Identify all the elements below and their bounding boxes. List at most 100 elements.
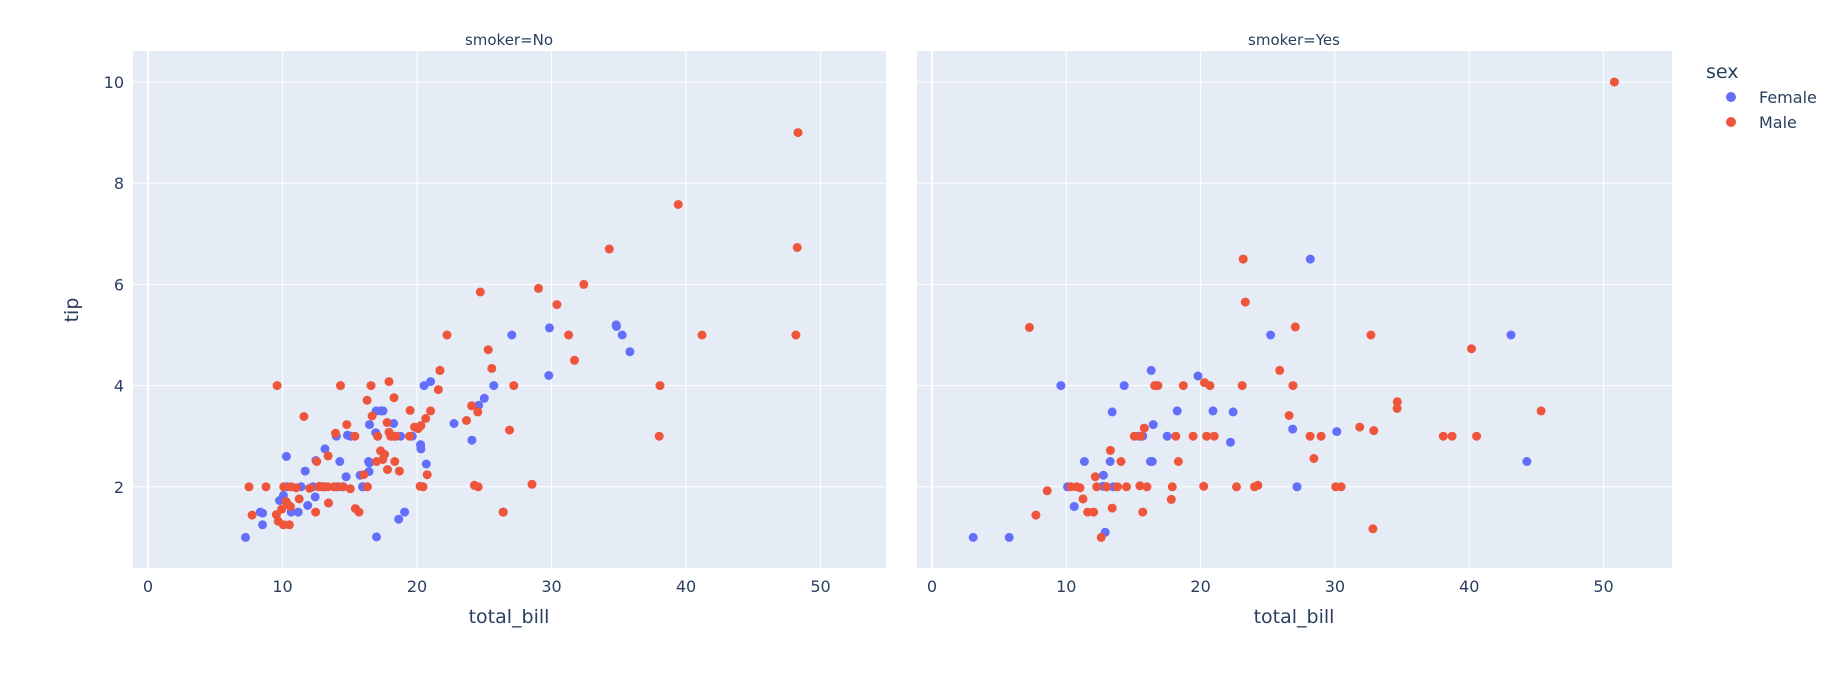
data-point-female[interactable] [617, 330, 627, 340]
data-point-male[interactable] [1232, 482, 1241, 492]
data-point-male[interactable] [1075, 483, 1085, 493]
data-point-male[interactable] [534, 283, 543, 293]
data-point-male[interactable] [1173, 457, 1183, 466]
data-point-male[interactable] [697, 330, 707, 340]
data-point-male[interactable] [373, 431, 383, 441]
data-point-female[interactable] [612, 321, 621, 331]
data-point-male[interactable] [390, 457, 400, 466]
data-point-female[interactable] [479, 393, 489, 403]
data-point-male[interactable] [376, 446, 386, 456]
data-point-female[interactable] [1172, 406, 1182, 416]
data-point-female[interactable] [1079, 457, 1089, 466]
data-point-male[interactable] [1129, 431, 1139, 441]
data-point-male[interactable] [1142, 482, 1152, 492]
data-point-male[interactable] [294, 494, 304, 504]
data-point-male[interactable] [305, 483, 315, 493]
data-point-male[interactable] [426, 406, 436, 416]
data-point-female[interactable] [364, 457, 374, 466]
data-point-female[interactable] [1107, 407, 1117, 417]
data-point-female[interactable] [1148, 420, 1158, 430]
data-point-male[interactable] [1392, 403, 1402, 413]
data-point-male[interactable] [383, 465, 392, 475]
data-point-male[interactable] [1136, 431, 1146, 441]
data-point-male[interactable] [422, 470, 432, 480]
data-point-male[interactable] [372, 457, 381, 466]
data-point-male[interactable] [435, 365, 445, 375]
data-point-male[interactable] [284, 520, 294, 530]
data-point-male[interactable] [673, 200, 683, 209]
data-point-male[interactable] [384, 377, 394, 387]
data-point-male[interactable] [1092, 482, 1102, 492]
data-point-male[interactable] [654, 431, 664, 441]
data-point-female[interactable] [310, 492, 320, 502]
data-point-male[interactable] [394, 466, 404, 476]
data-point-male[interactable] [405, 431, 414, 441]
data-point-male[interactable] [354, 507, 364, 517]
data-point-male[interactable] [350, 431, 360, 441]
data-point-male[interactable] [336, 381, 345, 391]
data-point-male[interactable] [475, 287, 485, 297]
data-point-male[interactable] [1205, 381, 1215, 391]
data-point-male[interactable] [279, 482, 289, 492]
data-point-male[interactable] [433, 385, 443, 395]
data-point-male[interactable] [312, 457, 322, 466]
data-point-male[interactable] [1447, 431, 1457, 441]
data-point-female[interactable] [489, 381, 499, 391]
data-point-male[interactable] [367, 411, 377, 421]
data-point-male[interactable] [286, 482, 296, 492]
data-point-female[interactable] [1162, 431, 1172, 441]
data-point-male[interactable] [261, 482, 271, 492]
data-point-female[interactable] [1506, 330, 1516, 340]
data-point-male[interactable] [509, 381, 519, 391]
data-point-male[interactable] [1116, 457, 1126, 466]
data-point-male[interactable] [1031, 510, 1041, 520]
data-point-male[interactable] [324, 498, 333, 508]
data-point-male[interactable] [1102, 482, 1112, 492]
data-point-male[interactable] [1336, 482, 1346, 492]
data-point-female[interactable] [394, 514, 404, 524]
data-point-male[interactable] [1090, 472, 1100, 482]
data-point-male[interactable] [564, 330, 574, 340]
data-point-female[interactable] [507, 330, 517, 340]
data-point-male[interactable] [462, 416, 471, 425]
data-point-male[interactable] [1166, 494, 1176, 504]
data-point-male[interactable] [244, 482, 254, 492]
data-point-female[interactable] [300, 466, 310, 476]
data-point-male[interactable] [527, 479, 537, 489]
data-point-male[interactable] [552, 300, 562, 310]
data-point-male[interactable] [311, 507, 321, 517]
data-point-male[interactable] [247, 510, 257, 520]
data-point-male[interactable] [405, 405, 415, 415]
data-point-male[interactable] [277, 504, 287, 514]
data-point-female[interactable] [1226, 437, 1235, 447]
data-point-male[interactable] [442, 330, 452, 340]
data-point-female[interactable] [1292, 482, 1302, 492]
data-point-male[interactable] [272, 381, 282, 391]
data-point-female[interactable] [365, 420, 374, 430]
data-point-male[interactable] [1202, 431, 1212, 441]
data-point-female[interactable] [1522, 457, 1532, 466]
data-point-male[interactable] [1355, 422, 1365, 432]
legend-item-female[interactable]: Female [1726, 88, 1817, 107]
data-point-female[interactable] [1332, 427, 1342, 437]
data-point-male[interactable] [384, 427, 394, 437]
data-point-male[interactable] [1392, 397, 1402, 407]
data-point-male[interactable] [413, 424, 423, 434]
data-point-female[interactable] [1069, 502, 1079, 511]
data-point-female[interactable] [1119, 381, 1129, 391]
data-point-male[interactable] [421, 414, 431, 423]
data-point-female[interactable] [544, 371, 554, 380]
data-point-male[interactable] [285, 502, 295, 511]
data-point-female[interactable] [1105, 457, 1115, 466]
data-point-male[interactable] [359, 470, 369, 480]
data-point-male[interactable] [345, 484, 355, 494]
data-point-male[interactable] [1199, 481, 1209, 491]
data-point-female[interactable] [625, 347, 635, 357]
data-point-male[interactable] [604, 244, 614, 254]
data-point-male[interactable] [487, 363, 497, 373]
data-point-male[interactable] [579, 279, 589, 289]
data-point-male[interactable] [1237, 381, 1247, 391]
data-point-male[interactable] [362, 395, 372, 405]
data-point-male[interactable] [570, 355, 579, 365]
data-point-female[interactable] [467, 435, 477, 445]
